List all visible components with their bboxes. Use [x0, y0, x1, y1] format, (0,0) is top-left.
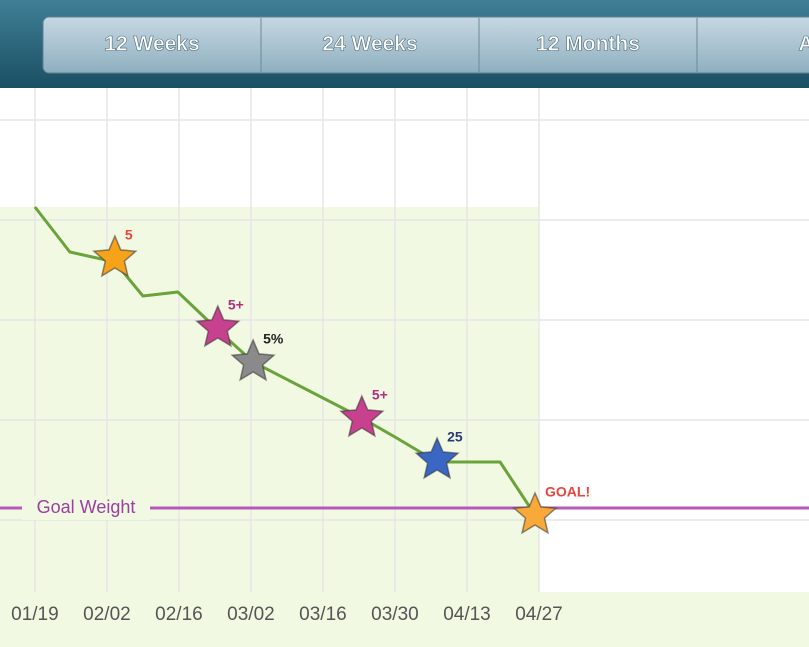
x-tick-label: 04/13: [443, 604, 491, 625]
x-tick-label: 02/16: [155, 604, 203, 625]
tab-label[interactable]: 24 Weeks: [322, 32, 418, 56]
star-label: GOAL!: [545, 484, 590, 500]
star-label: 5+: [228, 297, 244, 313]
tab-label[interactable]: 12 Weeks: [104, 32, 200, 56]
goal-label-bg: [22, 496, 150, 520]
progress-area: [0, 207, 539, 592]
goal-label: Goal Weight: [37, 497, 136, 517]
star-marker: [339, 394, 385, 438]
star-label: 5+: [372, 387, 388, 403]
x-tick-label: 04/27: [515, 604, 563, 625]
star-label: 5: [125, 227, 133, 243]
x-tick-label: 03/30: [371, 604, 419, 625]
star-marker: [195, 304, 241, 348]
tab-label[interactable]: A: [798, 32, 809, 56]
star-marker: [512, 491, 558, 535]
star-marker: [92, 234, 138, 278]
star-marker: [230, 338, 276, 382]
x-tick-label: 03/02: [227, 604, 275, 625]
star-label: 25: [447, 429, 463, 445]
tab-bar: [42, 16, 809, 74]
x-axis-band: [0, 592, 809, 647]
tab-label[interactable]: 12 Months: [536, 32, 640, 56]
x-tick-label: 01/19: [11, 604, 59, 625]
star-label: 5%: [263, 331, 284, 347]
star-marker: [414, 436, 460, 480]
x-tick-label: 02/02: [83, 604, 131, 625]
x-tick-label: 03/16: [299, 604, 347, 625]
